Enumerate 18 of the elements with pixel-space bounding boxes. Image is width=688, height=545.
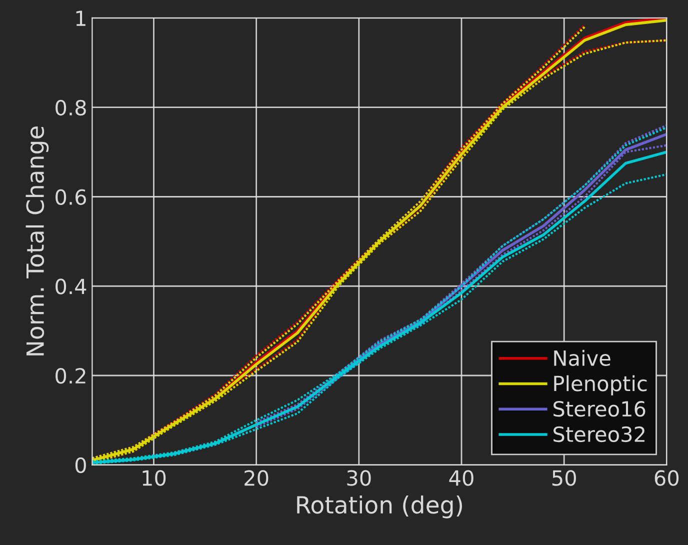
legend-label: Stereo32 (554, 426, 644, 442)
y-tick-label: 1 (76, 10, 86, 26)
x-tick-label: 60 (654, 470, 679, 486)
x-tick-label: 40 (449, 470, 474, 486)
legend-label: Plenoptic (554, 375, 647, 396)
y-tick-label: 0.8 (56, 100, 86, 116)
y-tick-label: 0.6 (56, 189, 86, 205)
x-tick-label: 20 (244, 470, 268, 486)
legend-label: Naive (554, 350, 610, 366)
x-tick-label: 10 (142, 470, 166, 486)
y-tick-label: 0.2 (56, 368, 86, 384)
y-tick-label: 0 (75, 457, 86, 474)
x-axis-title: Rotation (deg) (297, 495, 462, 518)
x-tick-label: 30 (347, 470, 371, 486)
y-tick-label: 0.4 (56, 278, 86, 294)
legend-label: Stereo16 (554, 400, 646, 417)
x-tick-label: 50 (552, 470, 576, 486)
y-axis-title: Norm. Total Change (26, 126, 49, 356)
